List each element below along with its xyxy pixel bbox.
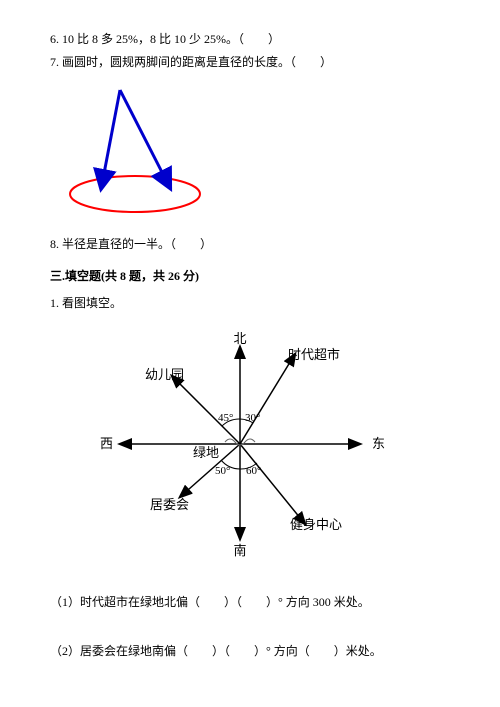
question-3-1: 1. 看图填空。 bbox=[50, 294, 450, 313]
label-south: 南 bbox=[233, 543, 246, 558]
question-6: 6. 10 比 8 多 25%，8 比 10 少 25%。（ ） bbox=[50, 30, 450, 49]
section-3-header: 三.填空题(共 8 题，共 26 分) bbox=[50, 267, 450, 284]
arrow-gym bbox=[240, 444, 305, 524]
label-ang50: 50° bbox=[215, 465, 230, 477]
label-west: 西 bbox=[100, 436, 113, 451]
arrow-kindergarten bbox=[172, 376, 240, 444]
sub-question-1: （1）时代超市在绿地北偏（ ）（ ）° 方向 300 米处。 bbox=[50, 593, 450, 612]
label-kindergarten: 幼儿园 bbox=[145, 367, 184, 382]
label-ang45: 45° bbox=[218, 412, 233, 424]
label-ang60: 60° bbox=[246, 465, 261, 477]
sub-question-2: （2）居委会在绿地南偏（ ）（ ）° 方向（ ）米处。 bbox=[50, 642, 450, 661]
label-green: 绿地 bbox=[193, 445, 219, 460]
label-east: 东 bbox=[372, 436, 385, 451]
label-gym: 健身中心 bbox=[290, 517, 342, 532]
question-8: 8. 半径是直径的一半。（ ） bbox=[50, 235, 450, 254]
label-north: 北 bbox=[233, 331, 246, 346]
label-supermarket: 时代超市 bbox=[288, 347, 340, 362]
figure-cone bbox=[50, 84, 450, 223]
cone-right-line bbox=[120, 90, 168, 184]
label-committee: 居委会 bbox=[150, 497, 189, 512]
question-7: 7. 画圆时，圆规两脚间的距离是直径的长度。（ ） bbox=[50, 53, 450, 72]
figure-compass: 北 南 东 西 幼儿园 时代超市 绿地 居委会 健身中心 45° 30° 50°… bbox=[90, 329, 450, 563]
label-ang30: 30° bbox=[245, 412, 260, 424]
ellipse-base bbox=[70, 176, 200, 212]
arrow-supermarket bbox=[240, 354, 295, 444]
cone-left-line bbox=[102, 90, 120, 184]
